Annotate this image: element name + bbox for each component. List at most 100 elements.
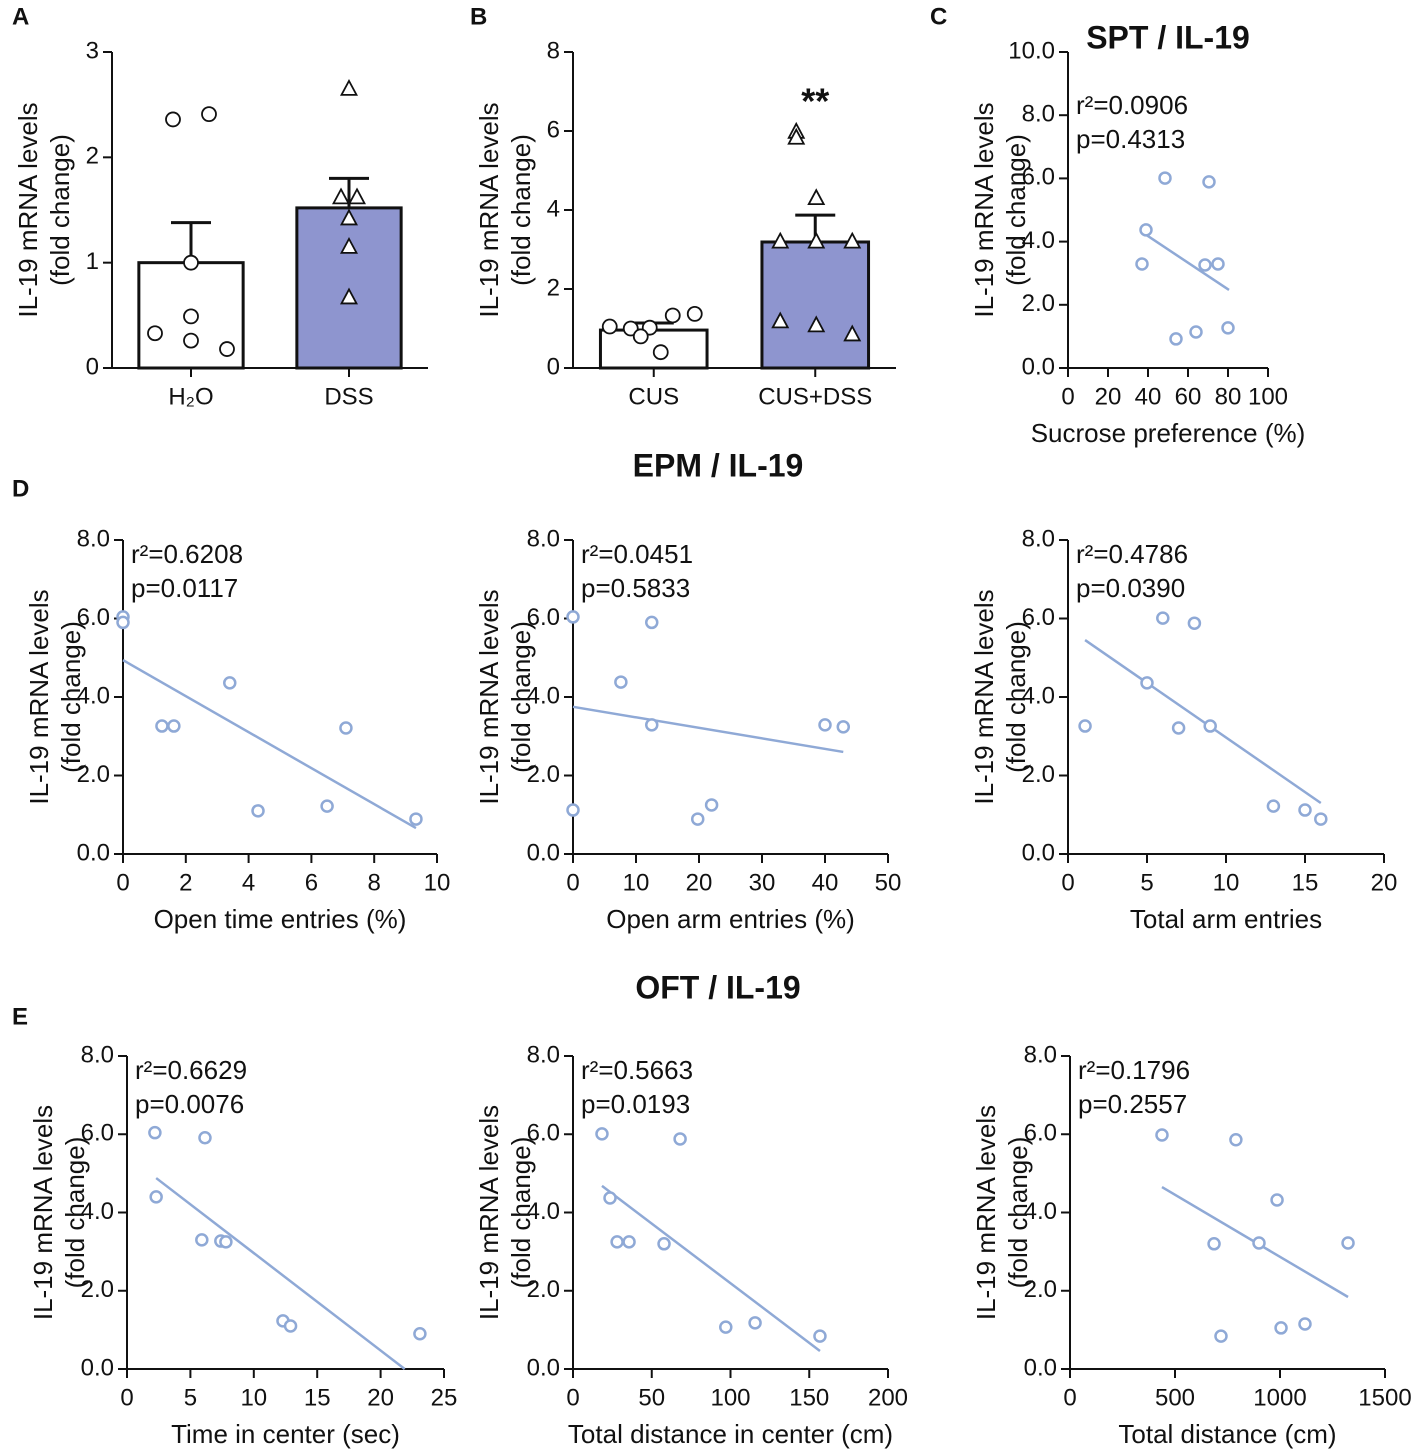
data-point — [719, 1320, 733, 1334]
y-tick-label: 1 — [86, 248, 99, 275]
data-point — [1298, 1317, 1312, 1331]
data-point — [748, 1316, 762, 1330]
data-point — [610, 1235, 624, 1249]
y-tick-label: 8.0 — [81, 1041, 114, 1068]
x-tick-label: CUS+DSS — [758, 383, 872, 410]
x-tick-label: 15 — [1292, 869, 1319, 896]
y-tick-label: 4.0 — [1022, 682, 1055, 709]
y-tick-label: 2.0 — [77, 761, 110, 788]
x-tick-label: 80 — [1215, 383, 1242, 410]
annotation: r²=0.1796 — [1078, 1055, 1190, 1085]
data-point — [1158, 171, 1172, 185]
annotation: p=0.4313 — [1076, 124, 1185, 154]
data-point — [622, 1235, 636, 1249]
data-point — [686, 305, 703, 322]
y-axis-label: IL-19 mRNA levels — [474, 589, 504, 804]
data-point — [1171, 721, 1186, 735]
data-point — [183, 332, 199, 349]
data-point — [614, 675, 628, 689]
y-tick-label: 4.0 — [81, 1198, 114, 1225]
y-tick-label: 0.0 — [77, 839, 110, 866]
data-point — [645, 615, 659, 630]
data-point — [1169, 332, 1183, 346]
data-point — [223, 676, 237, 690]
y-tick-label: 0.0 — [1022, 353, 1055, 380]
x-tick-label: 10 — [1213, 869, 1240, 896]
data-point — [645, 718, 659, 732]
y-axis-label: IL-19 mRNA levels — [28, 1105, 58, 1320]
y-tick-label: 2.0 — [1022, 761, 1055, 788]
fit-line — [122, 659, 417, 830]
y-tick-label: 8.0 — [527, 525, 560, 552]
bar — [760, 240, 871, 370]
data-point — [1298, 803, 1312, 817]
x-tick-label: 20 — [1095, 383, 1122, 410]
data-point — [1155, 1128, 1169, 1142]
data-point — [1135, 257, 1149, 271]
data-point — [1139, 223, 1153, 237]
data-point — [167, 719, 181, 733]
x-tick-label: 8 — [368, 869, 381, 896]
data-point — [155, 719, 169, 733]
data-point — [339, 78, 359, 96]
data-point — [807, 315, 826, 333]
data-point — [595, 1127, 609, 1141]
y-tick-label: 2.0 — [81, 1276, 114, 1303]
y-axis-label: (fold change) — [506, 1137, 536, 1289]
x-tick-label: 50 — [638, 1384, 665, 1411]
data-point — [198, 1131, 212, 1145]
annotation: r²=0.0451 — [581, 539, 693, 569]
y-tick-label: 4.0 — [527, 682, 560, 709]
data-point — [603, 1191, 617, 1205]
data-point — [320, 799, 334, 813]
y-tick-label: 0.0 — [1024, 1354, 1057, 1381]
y-axis-label: IL-19 mRNA levels — [474, 1105, 504, 1320]
y-axis-label: (fold change) — [1001, 134, 1031, 286]
fit-line — [155, 1177, 406, 1370]
y-tick-label: 2 — [547, 274, 560, 301]
y-axis-label: (fold change) — [45, 134, 75, 286]
y-axis-label: (fold change) — [1003, 1137, 1033, 1289]
x-axis-label: Total distance (cm) — [1118, 1419, 1336, 1449]
data-point — [148, 1125, 162, 1140]
data-point — [632, 328, 649, 345]
y-tick-label: 6.0 — [527, 1120, 560, 1147]
data-point — [1211, 257, 1225, 271]
data-point — [149, 1190, 163, 1204]
x-axis-label: Open time entries (%) — [154, 904, 407, 934]
annotation: p=0.0193 — [581, 1089, 690, 1119]
x-tick-label: 4 — [242, 869, 255, 896]
x-axis-label: Time in center (sec) — [171, 1419, 400, 1449]
data-point — [818, 718, 832, 732]
y-tick-label: 6.0 — [81, 1120, 114, 1147]
x-tick-label: 0 — [566, 1384, 579, 1411]
y-axis-label: IL-19 mRNA levels — [969, 589, 999, 804]
x-tick-label: DSS — [324, 383, 373, 410]
data-point — [201, 106, 217, 123]
y-tick-label: 0.0 — [527, 1354, 560, 1381]
data-point — [1274, 1321, 1288, 1335]
panel-label: B — [470, 3, 487, 30]
data-point — [219, 341, 235, 357]
data-point — [1266, 799, 1281, 813]
annotation: p=0.0390 — [1076, 573, 1185, 603]
data-point — [1221, 321, 1235, 335]
x-tick-label: 10 — [623, 869, 650, 896]
x-tick-label: 50 — [875, 869, 902, 896]
annotation: p=0.2557 — [1078, 1089, 1187, 1119]
data-point — [339, 236, 359, 254]
data-point — [843, 324, 862, 342]
x-axis-label: Total distance in center (cm) — [568, 1419, 893, 1449]
data-point — [1252, 1236, 1266, 1250]
data-point — [1156, 611, 1170, 625]
annotation: r²=0.6629 — [135, 1055, 247, 1085]
x-tick-label: 40 — [1135, 383, 1162, 410]
y-tick-label: 2.0 — [1022, 290, 1055, 317]
data-point — [690, 812, 705, 826]
y-tick-label: 6.0 — [527, 604, 560, 631]
data-point — [1270, 1193, 1284, 1207]
y-tick-label: 6.0 — [77, 604, 110, 631]
x-tick-label: 20 — [367, 1384, 394, 1411]
x-tick-label: 40 — [812, 869, 839, 896]
data-point — [1207, 1237, 1221, 1251]
